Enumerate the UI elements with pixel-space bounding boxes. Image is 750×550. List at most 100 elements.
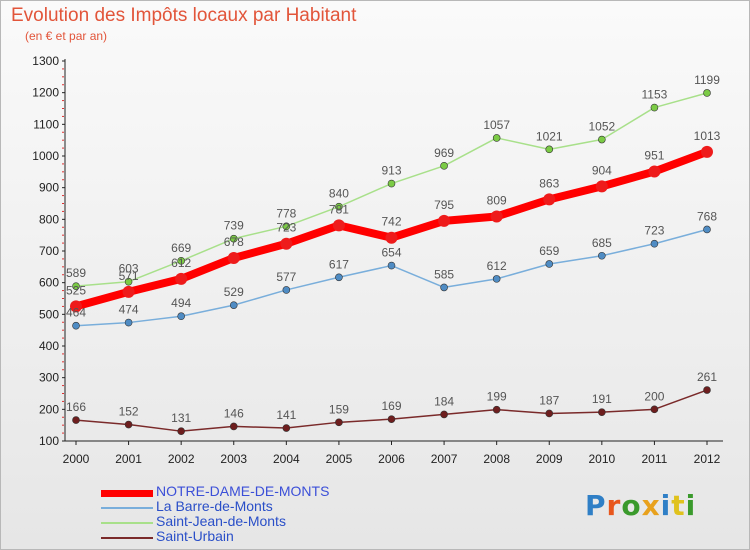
data-point (703, 89, 711, 97)
y-tick-label: 500 (39, 307, 59, 321)
legend-swatch (101, 522, 153, 524)
data-point (332, 219, 345, 232)
data-label: 585 (434, 267, 454, 281)
data-point (70, 300, 82, 313)
data-point (177, 257, 185, 265)
data-label: 571 (119, 269, 139, 283)
data-point (335, 202, 343, 211)
brand-logo: Proxiti (585, 489, 696, 522)
data-point (650, 103, 659, 112)
logo-letter: r (606, 489, 622, 522)
y-tick-label: 800 (39, 212, 59, 226)
data-point (124, 318, 133, 327)
data-label: 131 (171, 411, 191, 425)
data-point (282, 424, 291, 432)
data-label: 612 (487, 259, 507, 273)
legend-label: NOTRE-DAME-DE-MONTS (156, 483, 330, 499)
data-label: 1199 (694, 73, 720, 87)
data-point (387, 415, 396, 423)
data-point (598, 408, 606, 416)
data-label: 1057 (483, 118, 510, 132)
data-label: 191 (592, 392, 612, 406)
data-point (335, 273, 343, 282)
data-label: 659 (539, 244, 559, 258)
data-label: 685 (592, 236, 612, 250)
data-label: 654 (381, 246, 401, 260)
data-point (177, 312, 185, 321)
data-label: 739 (224, 219, 244, 233)
data-label: 146 (224, 406, 244, 420)
data-label: 612 (171, 256, 191, 270)
data-label: 494 (171, 296, 191, 310)
data-point (177, 427, 185, 435)
y-tick-label: 1200 (32, 86, 59, 100)
data-label: 742 (381, 215, 401, 229)
legend-swatch (101, 489, 153, 497)
data-label: 678 (224, 235, 244, 249)
data-point (227, 251, 240, 264)
data-label: 863 (539, 176, 559, 190)
data-point (438, 214, 451, 227)
logo-letter: i (685, 489, 697, 522)
y-tick-label: 400 (39, 339, 59, 353)
data-label: 603 (119, 262, 139, 276)
y-tick-label: 1100 (33, 117, 59, 131)
data-point (545, 409, 554, 418)
data-point (545, 145, 554, 154)
data-label: 840 (329, 187, 349, 201)
y-tick-label: 1300 (32, 54, 59, 68)
data-label: 781 (329, 202, 349, 216)
data-label: 1021 (536, 129, 563, 143)
data-point (598, 135, 606, 144)
data-label: 617 (329, 257, 349, 271)
x-tick-label: 2006 (378, 452, 405, 466)
data-point (335, 418, 343, 427)
data-point (280, 237, 293, 250)
data-point (124, 277, 133, 286)
x-tick-label: 2012 (694, 452, 721, 466)
x-tick-label: 2010 (588, 452, 615, 466)
data-point (229, 234, 238, 243)
data-point (543, 193, 556, 206)
logo-letter: t (671, 489, 686, 522)
data-point (385, 231, 398, 244)
data-label: 795 (434, 198, 454, 212)
data-label: 1013 (694, 129, 721, 143)
data-label: 200 (644, 389, 664, 403)
data-label: 969 (434, 146, 454, 160)
y-tick-label: 100 (39, 434, 59, 448)
x-tick-label: 2008 (483, 452, 510, 466)
data-label: 152 (119, 405, 139, 419)
data-label: 169 (381, 399, 401, 413)
data-point (703, 225, 711, 234)
data-label: 159 (329, 402, 349, 416)
x-tick-label: 2001 (115, 452, 142, 466)
logo-letter: o (621, 489, 642, 522)
data-point (492, 405, 501, 414)
x-tick-label: 2009 (536, 452, 563, 466)
data-point (440, 162, 448, 170)
data-point (72, 321, 80, 330)
data-label: 669 (171, 241, 191, 255)
legend-label: Saint-Jean-de-Monts (156, 513, 286, 529)
data-point (282, 222, 291, 231)
data-point (490, 210, 503, 223)
data-label: 951 (644, 149, 664, 163)
y-tick-label: 1000 (32, 149, 59, 163)
data-label: 589 (66, 266, 86, 280)
data-point (545, 260, 554, 268)
legend-label: La Barre-de-Monts (156, 498, 273, 514)
data-point (387, 179, 396, 188)
data-point (598, 251, 606, 260)
data-point (650, 405, 659, 414)
x-tick-label: 2011 (642, 452, 668, 466)
data-label: 1153 (642, 88, 668, 102)
y-tick-label: 600 (39, 276, 59, 290)
data-point (440, 410, 448, 419)
data-point (440, 283, 448, 292)
data-point (175, 272, 188, 285)
data-label: 778 (276, 206, 296, 220)
data-point (229, 422, 238, 431)
x-tick-label: 2000 (63, 452, 90, 466)
